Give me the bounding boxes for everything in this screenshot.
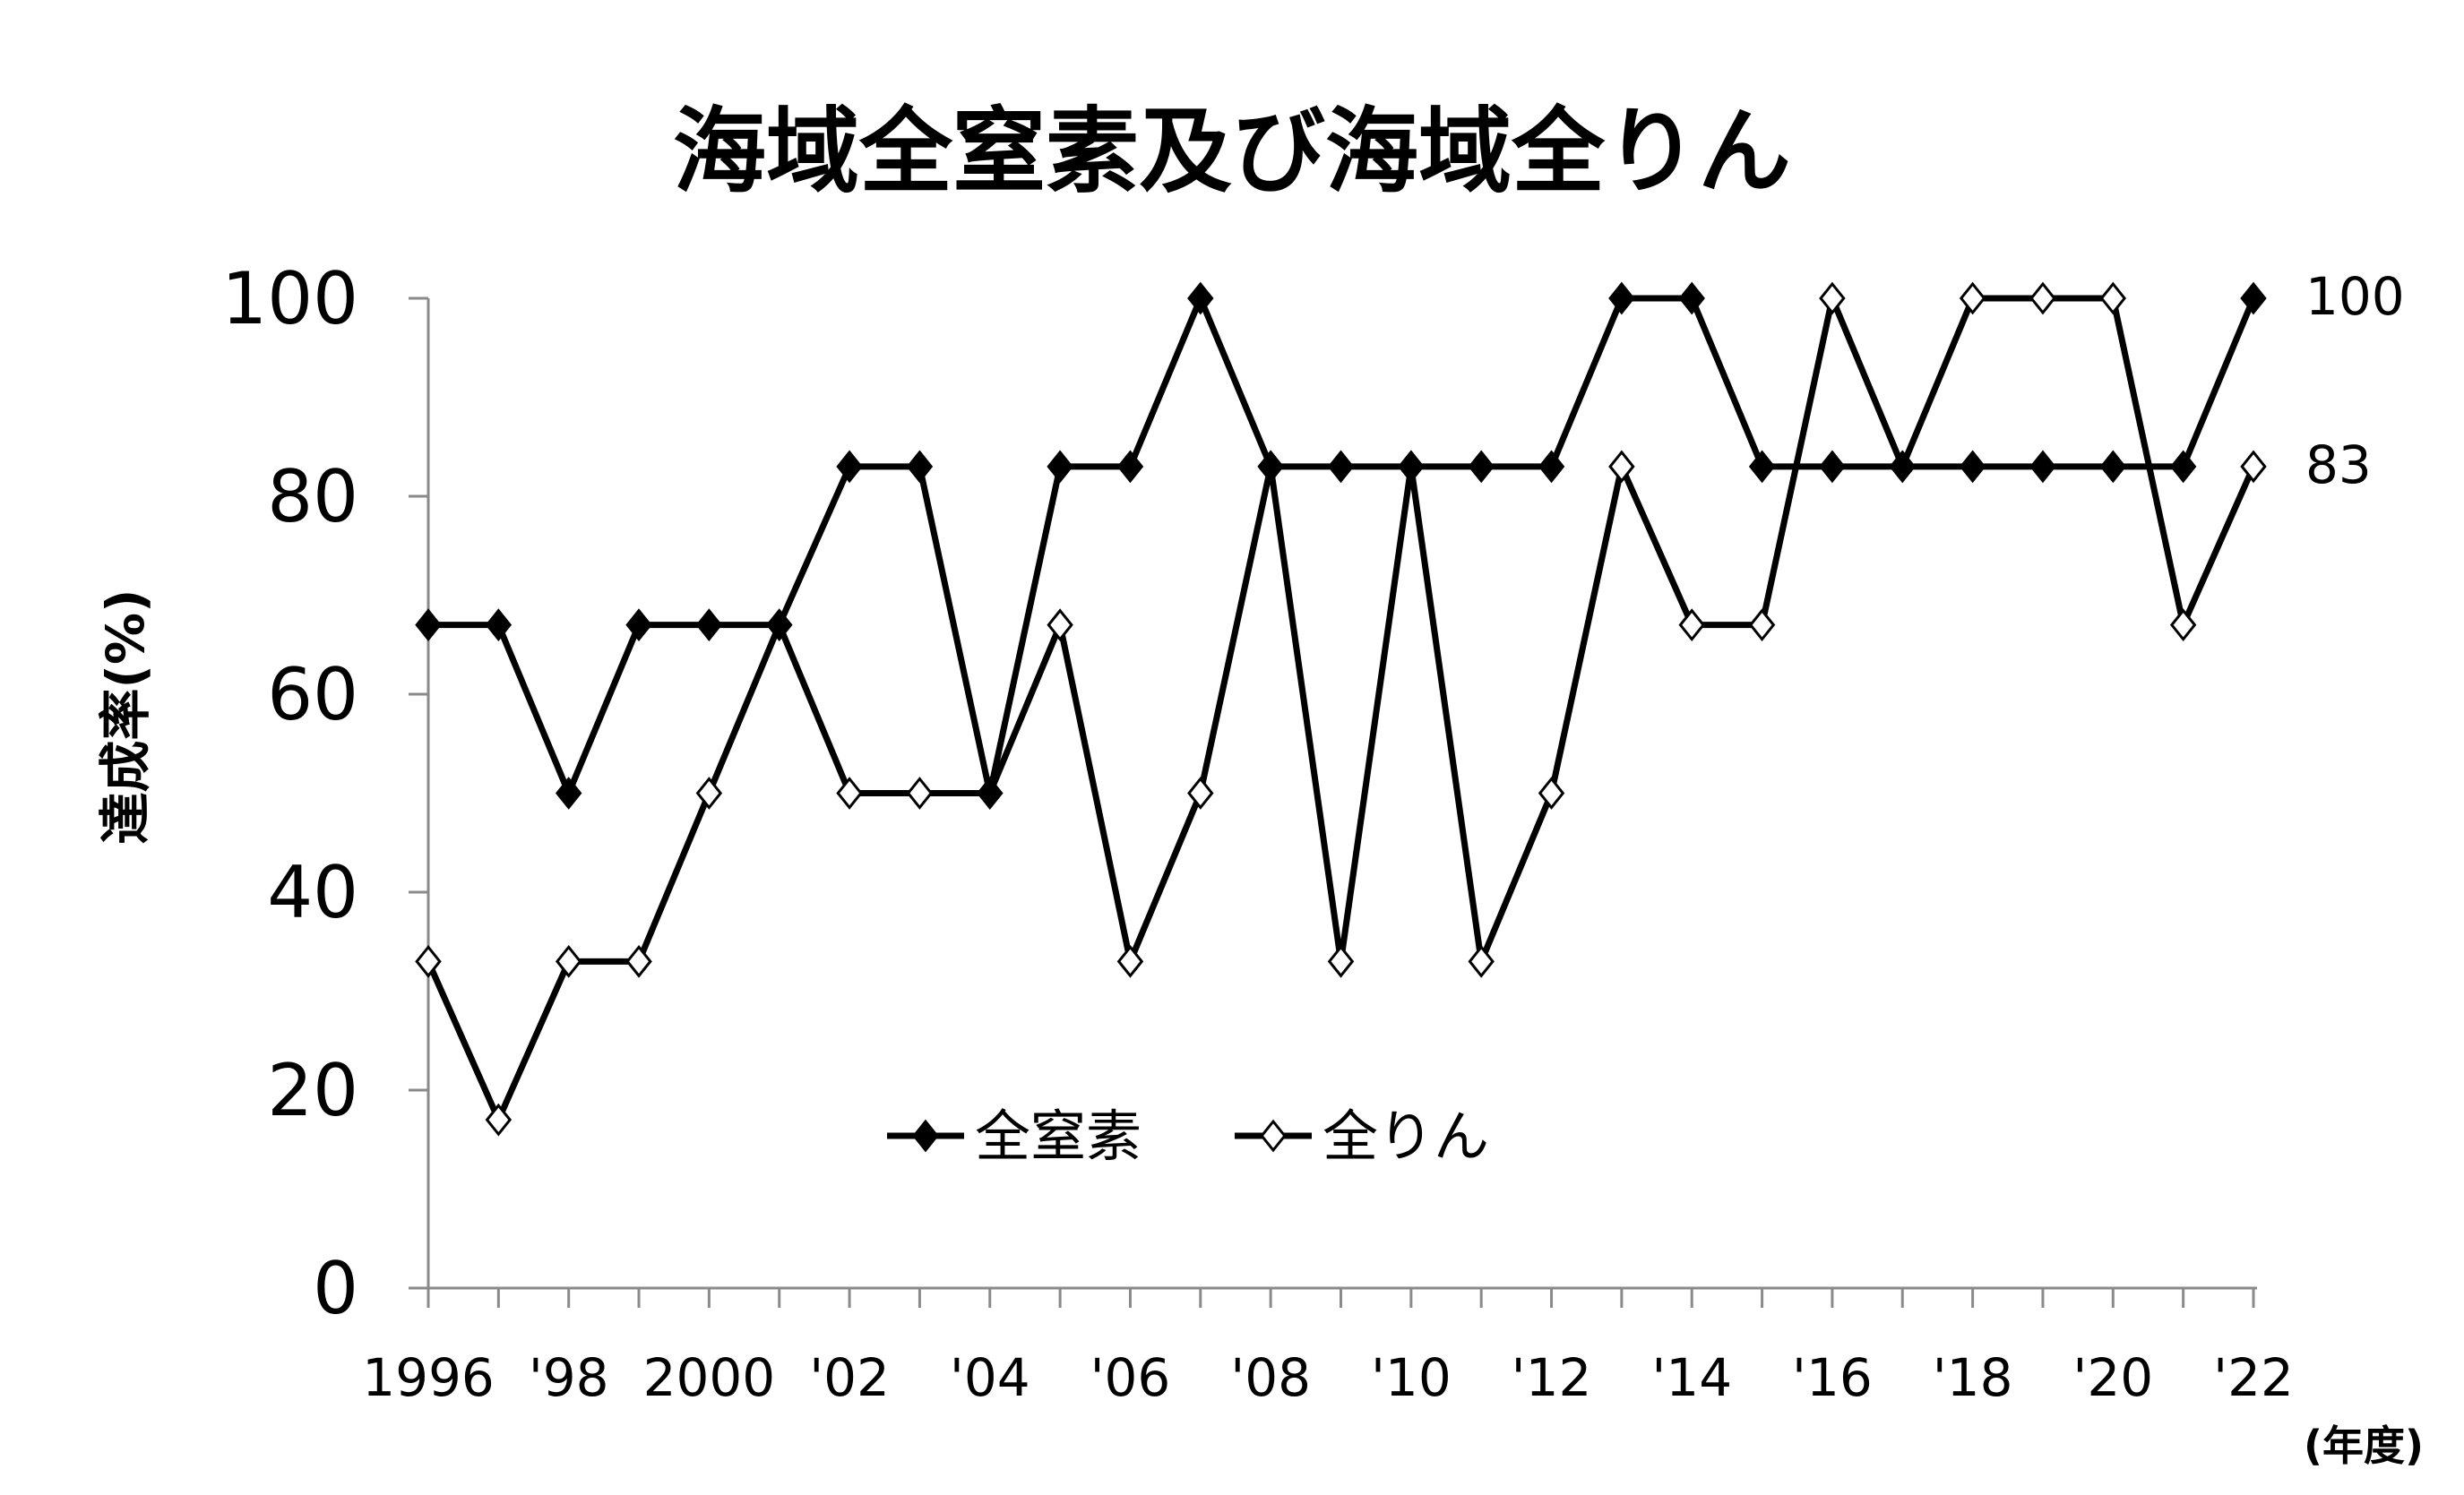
end-value-label: 83 (2305, 434, 2372, 495)
y-tick-label: 40 (267, 851, 358, 934)
x-tick-label: 2000 (643, 1347, 776, 1408)
data-point (977, 777, 1004, 810)
data-point (1257, 450, 1284, 484)
data-point (2029, 450, 2056, 484)
x-axis-unit: (年度) (2304, 1422, 2424, 1470)
data-point (836, 777, 863, 810)
data-point (836, 450, 863, 484)
data-point (1959, 281, 1986, 315)
data-point (766, 608, 793, 642)
data-point (1678, 608, 1705, 642)
legend-label: 全窒素 (975, 1104, 1142, 1169)
data-point (1608, 281, 1635, 315)
data-point (2099, 450, 2127, 484)
data-point (1187, 281, 1214, 315)
data-point (1468, 450, 1495, 484)
y-tick-label: 100 (221, 257, 358, 340)
data-point (1608, 450, 1635, 484)
data-point (2240, 450, 2267, 484)
series-layer (415, 281, 2267, 1137)
x-tick-label: '16 (1792, 1347, 1873, 1408)
data-point (625, 608, 652, 642)
y-tick-label: 60 (267, 653, 358, 736)
y-tick-label: 20 (267, 1049, 358, 1132)
y-tick-label: 0 (313, 1247, 358, 1330)
data-point (2169, 608, 2197, 642)
data-point (1327, 944, 1355, 978)
series-2 (415, 281, 2267, 1137)
end-value-label: 100 (2305, 266, 2405, 327)
x-tick-label: '04 (950, 1347, 1030, 1408)
x-tick-label: 1996 (362, 1347, 495, 1408)
series-line (425, 288, 2257, 1128)
data-point (2099, 281, 2127, 315)
legend-item: 全窒素 (887, 1104, 1142, 1169)
legend-marker (1260, 1119, 1287, 1153)
data-point (906, 777, 934, 810)
data-point (695, 777, 723, 810)
x-tick-label: '10 (1371, 1347, 1452, 1408)
data-point (1116, 944, 1144, 978)
data-point (555, 777, 582, 810)
legend: 全窒素 全りん (887, 1104, 1489, 1169)
x-tick-label: '12 (1512, 1347, 1592, 1408)
x-tick-label: '18 (1933, 1347, 2013, 1408)
data-point (1959, 450, 1986, 484)
axes: 0 20 40 60 80 100 1996 '98 2000 '02 '04 '06 '08 '10 '1… (221, 257, 2294, 1408)
data-point (1819, 281, 1846, 315)
x-tick-label: '20 (2072, 1347, 2153, 1408)
y-axis-label: 達成率(%) (95, 589, 156, 844)
data-point (2169, 450, 2197, 484)
data-point (1116, 450, 1144, 484)
data-point (1748, 450, 1776, 484)
data-point (1327, 450, 1355, 484)
x-tick-label: '14 (1651, 1347, 1732, 1408)
legend-label: 全りん (1322, 1104, 1489, 1169)
x-tick-label: '98 (529, 1347, 609, 1408)
data-point (1047, 608, 1073, 642)
data-point (1538, 450, 1565, 484)
data-point (2240, 281, 2267, 315)
series-1 (415, 281, 2267, 810)
data-point (1187, 777, 1214, 810)
series-line (428, 289, 2257, 802)
data-point (1398, 450, 1425, 484)
data-point (415, 608, 442, 642)
data-point (695, 608, 723, 642)
data-point (415, 944, 442, 978)
data-point (1889, 450, 1916, 484)
data-point (906, 450, 934, 484)
data-point (1538, 777, 1565, 810)
x-tick-label: '22 (2213, 1347, 2294, 1408)
data-point (625, 944, 652, 978)
legend-marker (912, 1119, 939, 1153)
data-point (2029, 281, 2056, 315)
data-point (1678, 281, 1705, 315)
labels-layer: 100 83 (2305, 266, 2405, 495)
chart-title: 海域全窒素及び海域全りん (673, 97, 1791, 206)
data-point (1748, 608, 1776, 642)
data-point (1468, 944, 1495, 978)
legend-item: 全りん (1235, 1104, 1489, 1169)
x-tick-label: '08 (1230, 1347, 1311, 1408)
data-point (1819, 450, 1846, 484)
data-point (485, 1103, 513, 1137)
data-point (485, 608, 513, 642)
x-tick-label: '06 (1090, 1347, 1171, 1408)
x-tick-label: '02 (809, 1347, 890, 1408)
data-point (1047, 450, 1073, 484)
y-tick-label: 80 (267, 455, 358, 538)
data-point (555, 944, 582, 978)
